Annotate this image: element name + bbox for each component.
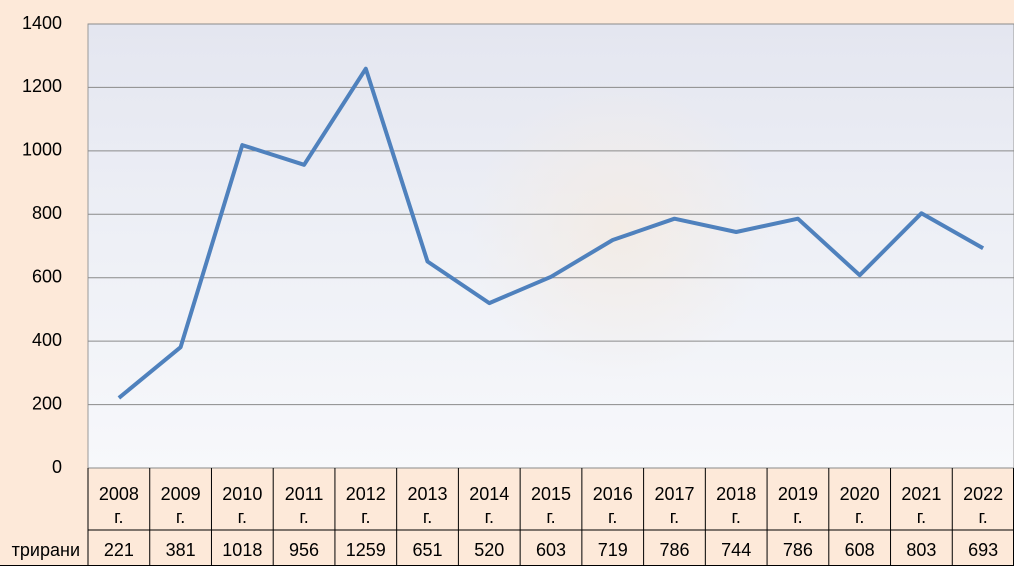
- y-tick-label: 800: [32, 203, 62, 223]
- y-tick-label: 0: [52, 457, 62, 477]
- table-value: 744: [721, 540, 751, 560]
- table-value: 381: [166, 540, 196, 560]
- y-tick-label: 600: [32, 266, 62, 286]
- data-line: [117, 66, 985, 400]
- table-value: 651: [413, 540, 443, 560]
- table-value: 693: [968, 540, 998, 560]
- table-value: 786: [783, 540, 813, 560]
- table-value: 221: [104, 540, 134, 560]
- table-value: 956: [289, 540, 319, 560]
- x-tick-label: 2022 г.: [963, 484, 1003, 527]
- x-tick-label: 2012 г.: [346, 484, 386, 527]
- y-tick-label: 1200: [22, 76, 62, 96]
- x-tick-label: 2013 г.: [408, 484, 448, 527]
- x-tick-label: 2011 г.: [285, 484, 324, 527]
- photo-highlight: [470, 80, 770, 380]
- x-tick-label: 2017 г.: [654, 484, 694, 527]
- x-tick-label: 2014 г.: [469, 484, 509, 527]
- table-value: 520: [474, 540, 504, 560]
- legend-label: трирани: [12, 540, 80, 560]
- y-tick-label: 200: [32, 393, 62, 413]
- y-tick-label: 1400: [22, 13, 62, 33]
- y-tick-label: 1000: [22, 140, 62, 160]
- x-tick-label: 2016 г.: [593, 484, 633, 527]
- table-value: 608: [845, 540, 875, 560]
- x-tick-label: 2021 г.: [901, 484, 941, 527]
- x-tick-label: 2019 г.: [778, 484, 818, 527]
- x-tick-label: 2015 г.: [531, 484, 571, 527]
- x-tick-label: 2008 г.: [99, 484, 139, 527]
- x-tick-label: 2010 г.: [222, 484, 262, 527]
- y-tick-label: 400: [32, 330, 62, 350]
- table-value: 1259: [346, 540, 386, 560]
- table-value: 603: [536, 540, 566, 560]
- x-tick-label: 2020 г.: [840, 484, 880, 527]
- x-tick-label: 2009 г.: [161, 484, 201, 527]
- table-value: 786: [659, 540, 689, 560]
- table-value: 1018: [222, 540, 262, 560]
- x-tick-label: 2018 г.: [716, 484, 756, 527]
- table-value: 803: [906, 540, 936, 560]
- table-value: 719: [598, 540, 628, 560]
